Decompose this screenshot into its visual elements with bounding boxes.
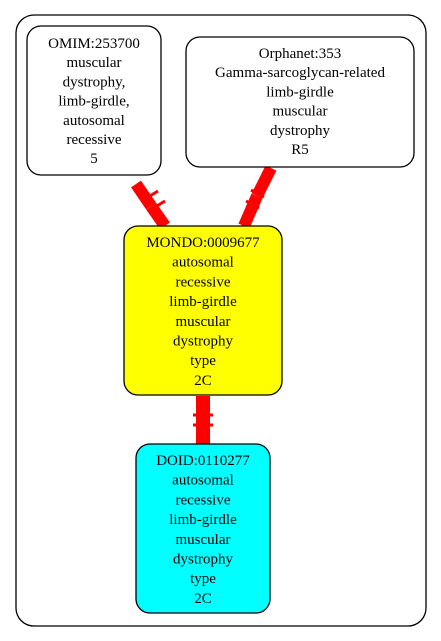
- node-omim[interactable]: OMIM:253700 muscular dystrophy, limb-girdle…: [26, 25, 162, 176]
- node-omim-line: OMIM:253700: [48, 36, 140, 52]
- edge-joint: [144, 189, 159, 201]
- edge-segment: [238, 193, 263, 229]
- node-doid-line: type: [190, 571, 216, 587]
- node-orphanet[interactable]: Orphanet:353 Gamma-sarcoglycan-related lim…: [185, 36, 415, 168]
- node-doid-label: DOID:0110277 autosomal recessive limb-girdl…: [156, 453, 250, 607]
- node-orphanet-label: Orphanet:353 Gamma-sarcoglycan-related lim…: [215, 46, 385, 158]
- edge-orphanet-to-mondo: [238, 165, 277, 229]
- node-mondo-line: recessive: [176, 274, 231, 290]
- node-mondo-line: dystrophy: [173, 334, 234, 350]
- node-orphanet-line: dystrophy: [270, 123, 331, 139]
- node-doid-line: limb-girdle: [169, 512, 237, 528]
- node-omim-label: OMIM:253700 muscular dystrophy, limb-girdle…: [48, 36, 140, 167]
- edge-joint: [250, 188, 265, 199]
- node-mondo-line: type: [190, 353, 216, 369]
- node-mondo-line: MONDO:0009677: [146, 235, 260, 251]
- node-orphanet-line: limb-girdle: [266, 84, 334, 100]
- node-doid-line: muscular: [176, 532, 231, 548]
- node-orphanet-box: [185, 36, 415, 168]
- node-mondo-box: [123, 225, 283, 396]
- node-mondo-line: limb-girdle: [169, 294, 237, 310]
- node-doid[interactable]: DOID:0110277 autosomal recessive limb-girdl…: [135, 443, 271, 614]
- node-omim-line: 5: [90, 151, 98, 167]
- edge-mondo-to-doid: [193, 396, 213, 444]
- node-doid-line: autosomal: [172, 473, 234, 489]
- edge-omim-to-mondo: [131, 180, 170, 230]
- node-doid-line: recessive: [176, 492, 231, 508]
- node-omim-line: autosomal: [63, 113, 125, 129]
- node-orphanet-line: Orphanet:353: [259, 46, 341, 62]
- node-omim-line: muscular: [67, 55, 122, 71]
- node-mondo-line: muscular: [176, 314, 231, 330]
- edge-segment: [251, 165, 277, 199]
- node-omim-box: [26, 25, 162, 176]
- node-doid-line: dystrophy: [173, 552, 234, 568]
- edge-joint: [245, 199, 260, 210]
- edge-joint: [151, 199, 166, 211]
- edge-segment: [131, 180, 156, 210]
- node-omim-line: limb-girdle,: [58, 94, 129, 110]
- node-doid-line: DOID:0110277: [156, 453, 250, 469]
- node-doid-line: 2C: [194, 591, 212, 607]
- node-orphanet-line: Gamma-sarcoglycan-related: [215, 65, 385, 81]
- diagram-frame: [15, 14, 427, 627]
- node-omim-line: dystrophy,: [63, 74, 126, 90]
- node-mondo-line: 2C: [194, 373, 212, 389]
- node-mondo[interactable]: MONDO:0009677 autosomal recessive limb-gird…: [123, 225, 283, 396]
- node-doid-box: [135, 443, 271, 614]
- node-orphanet-line: R5: [291, 142, 309, 158]
- node-orphanet-line: muscular: [273, 104, 328, 120]
- node-mondo-label: MONDO:0009677 autosomal recessive limb-gird…: [146, 235, 260, 389]
- node-mondo-line: autosomal: [172, 255, 234, 271]
- node-omim-line: recessive: [67, 132, 122, 148]
